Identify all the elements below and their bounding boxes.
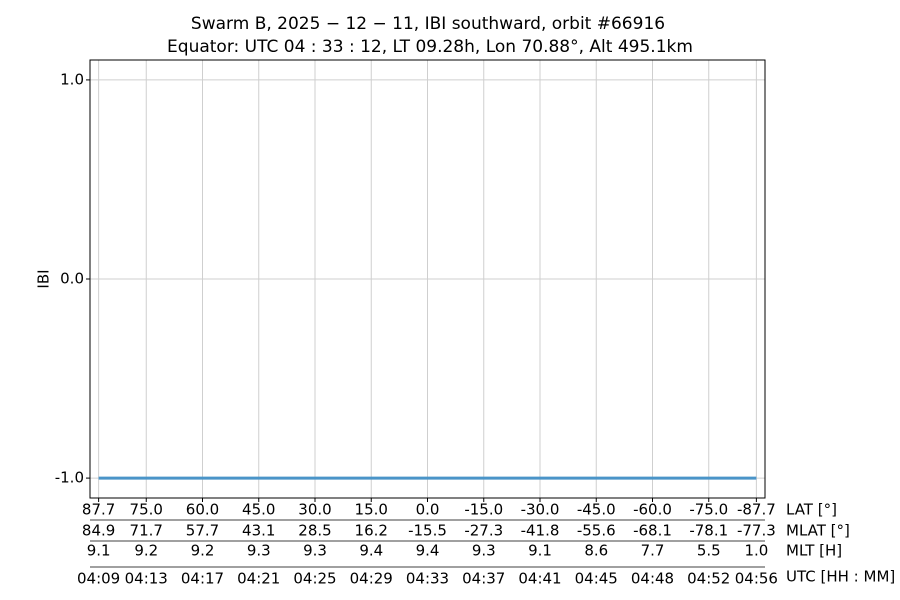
x-row-name: LAT [°] xyxy=(786,501,837,519)
x-tick-row-label: 04:45 xyxy=(575,570,618,588)
x-tick-row-label: 04:37 xyxy=(462,570,505,588)
x-tick-row-label: 16.2 xyxy=(355,522,388,540)
x-tick-row-label: 04:29 xyxy=(350,570,393,588)
x-tick-row-label: 04:17 xyxy=(181,570,224,588)
x-tick-row-label: -41.8 xyxy=(521,522,560,540)
x-tick-row-label: -27.3 xyxy=(464,522,503,540)
x-tick-row-label: 7.7 xyxy=(641,542,665,560)
x-tick-row-label: 43.1 xyxy=(242,522,275,540)
x-tick-row-label: 9.4 xyxy=(416,542,440,560)
y-tick-label: 1.0 xyxy=(60,70,84,88)
x-tick-label: 87.7 xyxy=(82,501,115,519)
x-tick-row-label: 9.3 xyxy=(472,542,496,560)
x-tick-row-label: 9.3 xyxy=(303,542,327,560)
x-tick-row-label: 04:48 xyxy=(631,570,674,588)
x-tick-row-label: 84.9 xyxy=(82,522,115,540)
x-tick-row-label: 04:13 xyxy=(125,570,168,588)
x-tick-row-label: 9.2 xyxy=(134,542,158,560)
x-tick-label: -75.0 xyxy=(689,501,728,519)
x-tick-row-label: 71.7 xyxy=(130,522,163,540)
x-row-name: UTC [HH : MM] xyxy=(786,568,895,586)
x-tick-row-label: 28.5 xyxy=(298,522,331,540)
x-tick-row-label: -78.1 xyxy=(689,522,728,540)
x-tick-row-label: 9.4 xyxy=(359,542,383,560)
x-tick-row-label: 5.5 xyxy=(697,542,721,560)
x-tick-row-label: 04:21 xyxy=(237,570,280,588)
x-tick-row-label: 57.7 xyxy=(186,522,219,540)
chart-title: Swarm B, 2025 − 12 − 11, IBI southward, … xyxy=(191,14,665,34)
x-tick-label: 15.0 xyxy=(355,501,388,519)
x-tick-row-label: 04:25 xyxy=(293,570,336,588)
x-row-name: MLAT [°] xyxy=(786,522,850,540)
x-tick-row-label: -77.3 xyxy=(737,522,776,540)
x-tick-row-label: 9.1 xyxy=(87,542,111,560)
x-tick-row-label: 04:56 xyxy=(735,570,778,588)
x-tick-row-label: 04:41 xyxy=(518,570,561,588)
x-tick-row-label: 9.3 xyxy=(247,542,271,560)
x-tick-row-label: 04:52 xyxy=(687,570,730,588)
x-tick-label: -60.0 xyxy=(633,501,672,519)
x-tick-row-label: 9.2 xyxy=(191,542,215,560)
x-tick-row-label: 1.0 xyxy=(744,542,768,560)
y-tick-label: -1.0 xyxy=(55,469,84,487)
x-tick-label: 60.0 xyxy=(186,501,219,519)
x-tick-row-label: -55.6 xyxy=(577,522,616,540)
plot-frame xyxy=(89,59,766,499)
x-tick-label: 45.0 xyxy=(242,501,275,519)
x-tick-label: 0.0 xyxy=(416,501,440,519)
x-tick-row-label: 9.1 xyxy=(528,542,552,560)
x-tick-label: 75.0 xyxy=(130,501,163,519)
x-tick-label: -30.0 xyxy=(521,501,560,519)
x-tick-row-label: 04:33 xyxy=(406,570,449,588)
y-axis-label: IBI xyxy=(35,269,53,288)
chart-subtitle: Equator: UTC 04 : 33 : 12, LT 09.28h, Lo… xyxy=(167,37,693,57)
x-tick-row-label: 8.6 xyxy=(584,542,608,560)
x-tick-row-label: -68.1 xyxy=(633,522,672,540)
x-tick-label: -87.7 xyxy=(737,501,776,519)
y-tick-label: 0.0 xyxy=(60,270,84,288)
x-tick-row-label: -15.5 xyxy=(408,522,447,540)
x-tick-row-label: 04:09 xyxy=(77,570,120,588)
x-tick-label: -45.0 xyxy=(577,501,616,519)
x-tick-label: -15.0 xyxy=(464,501,503,519)
x-row-name: MLT [H] xyxy=(786,542,842,560)
x-tick-label: 30.0 xyxy=(298,501,331,519)
